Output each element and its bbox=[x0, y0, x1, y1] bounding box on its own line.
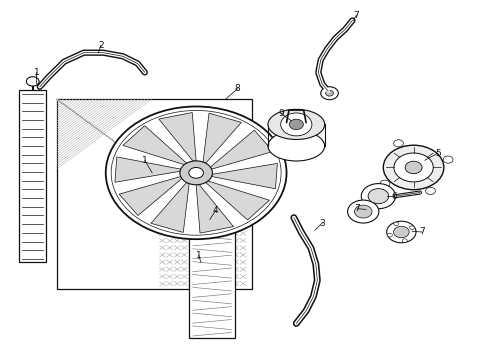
Circle shape bbox=[106, 107, 287, 239]
Circle shape bbox=[201, 209, 213, 217]
Text: 2: 2 bbox=[98, 41, 104, 50]
Circle shape bbox=[393, 226, 409, 238]
Text: 1: 1 bbox=[142, 156, 147, 165]
Circle shape bbox=[354, 205, 372, 218]
Circle shape bbox=[405, 161, 422, 174]
Text: 7: 7 bbox=[419, 228, 425, 237]
Circle shape bbox=[402, 239, 407, 242]
Polygon shape bbox=[123, 126, 187, 165]
Text: 8: 8 bbox=[235, 84, 241, 93]
Polygon shape bbox=[210, 130, 273, 169]
Circle shape bbox=[426, 187, 436, 194]
Polygon shape bbox=[119, 176, 182, 216]
Circle shape bbox=[383, 145, 444, 190]
Polygon shape bbox=[159, 113, 196, 161]
Circle shape bbox=[394, 153, 433, 182]
Text: 7: 7 bbox=[353, 10, 359, 19]
Text: 5: 5 bbox=[435, 149, 441, 158]
Bar bbox=[19, 90, 46, 262]
Text: 1: 1 bbox=[196, 251, 201, 260]
Text: 9: 9 bbox=[278, 109, 284, 118]
Ellipse shape bbox=[268, 131, 325, 161]
Text: 7: 7 bbox=[354, 204, 360, 213]
Polygon shape bbox=[196, 185, 233, 233]
Circle shape bbox=[387, 221, 416, 243]
Bar bbox=[57, 99, 252, 289]
Circle shape bbox=[326, 90, 333, 96]
Circle shape bbox=[321, 87, 338, 100]
Text: 4: 4 bbox=[213, 206, 219, 215]
Ellipse shape bbox=[268, 109, 325, 139]
Circle shape bbox=[443, 156, 453, 163]
Text: 6: 6 bbox=[391, 192, 397, 201]
Polygon shape bbox=[115, 157, 181, 182]
Circle shape bbox=[180, 161, 212, 185]
Circle shape bbox=[368, 189, 389, 204]
Circle shape bbox=[281, 113, 312, 136]
Circle shape bbox=[289, 119, 303, 130]
Circle shape bbox=[361, 184, 395, 209]
Bar bbox=[189, 223, 235, 338]
Circle shape bbox=[111, 111, 281, 235]
Circle shape bbox=[410, 226, 415, 229]
Circle shape bbox=[26, 77, 39, 86]
Polygon shape bbox=[151, 183, 189, 233]
Polygon shape bbox=[212, 163, 277, 189]
Circle shape bbox=[189, 167, 203, 178]
Circle shape bbox=[380, 180, 390, 187]
Polygon shape bbox=[206, 181, 270, 220]
Circle shape bbox=[347, 200, 379, 223]
Circle shape bbox=[388, 233, 392, 237]
Text: 1: 1 bbox=[33, 68, 39, 77]
Circle shape bbox=[394, 222, 399, 226]
Polygon shape bbox=[203, 113, 241, 163]
Text: 3: 3 bbox=[319, 219, 325, 228]
Circle shape bbox=[393, 140, 403, 147]
